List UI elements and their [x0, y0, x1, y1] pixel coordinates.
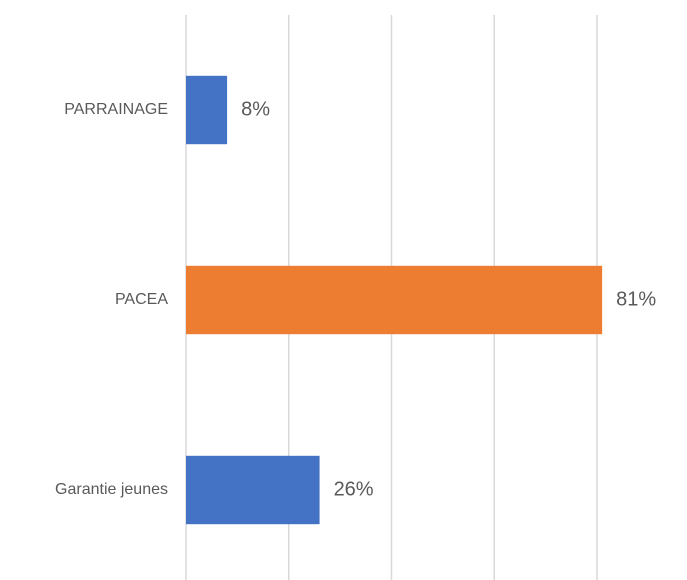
- bar: [186, 455, 320, 525]
- category-label: PACEA: [115, 291, 168, 308]
- value-label: 8%: [241, 98, 270, 120]
- category-label: Garantie jeunes: [55, 481, 168, 498]
- category-label: PARRAINAGE: [64, 101, 168, 118]
- bar: [186, 75, 228, 145]
- bar: [186, 265, 603, 335]
- value-label: 26%: [334, 478, 374, 500]
- value-label: 81%: [616, 288, 656, 310]
